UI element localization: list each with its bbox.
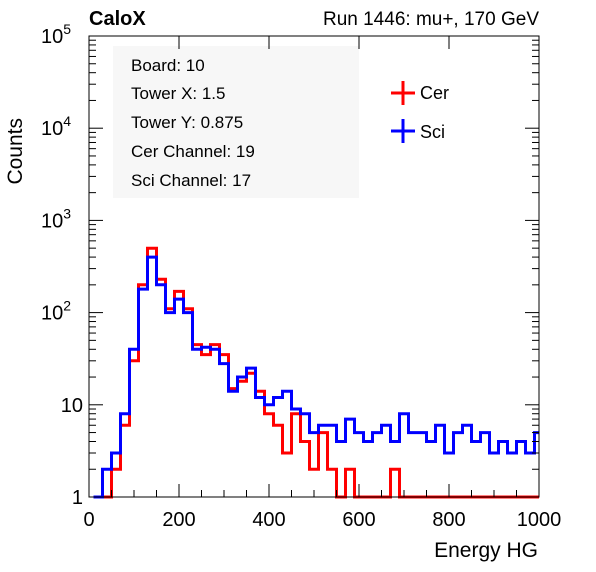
experiment-label: CaloX: [89, 8, 146, 30]
y-tick-label: 105: [41, 21, 71, 48]
y-axis-title: Counts: [4, 118, 27, 185]
y-tick-label: 102: [41, 298, 71, 325]
legend-sci-label: Sci: [420, 122, 445, 142]
x-tick-label: 0: [83, 509, 94, 531]
series-sci-line: [93, 255, 539, 499]
info-tower-y: Tower Y: 0.875: [131, 113, 243, 132]
y-tick-label: 10: [61, 395, 83, 417]
series-layer: [93, 246, 539, 499]
legend: Cer Sci: [391, 81, 449, 143]
legend-cer-label: Cer: [420, 83, 449, 103]
info-tower-x: Tower X: 1.5: [131, 84, 226, 103]
info-sci-channel: Sci Channel: 17: [131, 171, 251, 190]
legend-entry-cer: Cer: [391, 81, 449, 105]
legend-entry-sci: Sci: [391, 119, 445, 143]
y-tick-label: 1: [72, 487, 83, 509]
x-tick-label: 400: [252, 509, 285, 531]
x-tick-label: 800: [432, 509, 465, 531]
info-board: Board: 10: [131, 56, 205, 75]
y-tick-label: 103: [41, 205, 71, 232]
x-tick-label: 1000: [517, 509, 562, 531]
x-axis-title: Energy HG: [434, 539, 538, 562]
info-box-background: [113, 46, 359, 198]
info-cer-channel: Cer Channel: 19: [131, 142, 255, 161]
x-tick-label: 200: [162, 509, 195, 531]
axis-layer: 0 200 400 600 800 1000 1 10 102 103 104 105: [41, 21, 561, 531]
y-tick-label: 104: [41, 113, 71, 140]
x-tick-label: 600: [342, 509, 375, 531]
run-label: Run 1446: mu+, 170 GeV: [323, 9, 539, 30]
info-box: Board: 10 Tower X: 1.5 Tower Y: 0.875 Ce…: [113, 46, 359, 198]
